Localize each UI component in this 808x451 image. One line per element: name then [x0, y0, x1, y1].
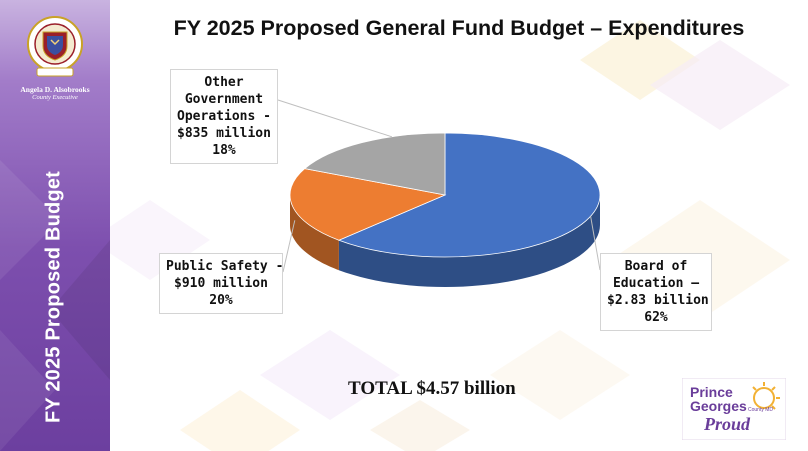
data-label-line: $835 million — [177, 126, 271, 141]
data-label-line: $910 million — [174, 276, 268, 291]
logo-line-georges: Georges — [690, 398, 747, 414]
leader-line-0 — [590, 216, 601, 271]
logo-line-prince: Prince — [690, 384, 733, 400]
sidebar-title: FY 2025 Proposed Budget — [42, 170, 65, 424]
pie-side-1 — [290, 195, 339, 271]
pie-slice-other-government-operations — [303, 132, 446, 196]
sidebar: Angela D. Alsobrooks County Executive FY… — [0, 0, 110, 451]
prince-georges-proud-logo: Prince Georges County MD Proud — [682, 378, 786, 440]
pie-sides — [290, 195, 600, 287]
pie-slice-board-of-education — [337, 132, 601, 258]
data-label-line: 20% — [209, 293, 233, 308]
data-label-board-of-education: Board of Education – $2.83 billion 62% — [600, 253, 712, 331]
county-seal-icon — [27, 16, 83, 77]
page-title: FY 2025 Proposed General Fund Budget – E… — [173, 16, 745, 40]
county-executive-name: Angela D. Alsobrooks — [20, 85, 90, 94]
data-label-line: Other — [204, 75, 244, 90]
sun-icon — [752, 382, 780, 410]
data-label-line: 18% — [212, 143, 236, 158]
data-label-line: Board of — [624, 259, 688, 274]
total-label: TOTAL $4.57 billion — [348, 378, 516, 399]
data-label-public-safety: Public Safety - $910 million 20% — [159, 253, 283, 314]
pie-side-0 — [338, 195, 600, 287]
logo-line-county: County MD — [748, 407, 773, 413]
data-label-line: Operations - — [177, 109, 271, 124]
data-label-line: $2.83 billion — [607, 293, 709, 308]
leader-line-1 — [282, 220, 296, 273]
data-label-line: Public Safety - — [166, 259, 284, 274]
pie-chart — [277, 99, 601, 287]
data-label-line: Education – — [612, 276, 700, 291]
county-executive-title: County Executive — [32, 94, 78, 101]
data-label-line: Government — [184, 92, 264, 107]
data-label-other-government: Other Government Operations - $835 million 1… — [170, 69, 278, 164]
leader-line-2 — [277, 99, 393, 138]
data-label-line: 62% — [644, 310, 668, 325]
sidebar-pattern — [0, 160, 110, 451]
logo-line-proud: Proud — [703, 414, 751, 434]
pie-slice-public-safety — [289, 168, 447, 241]
